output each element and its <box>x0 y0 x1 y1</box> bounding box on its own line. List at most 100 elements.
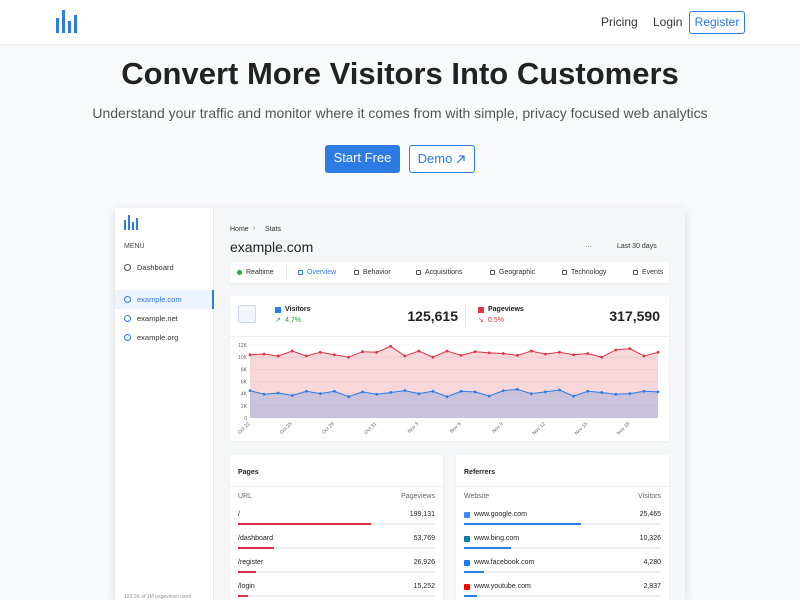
row-value: 4,280 <box>643 559 661 566</box>
row-value: 25,465 <box>639 511 661 518</box>
sidebar-item[interactable]: Dashboard <box>137 263 174 272</box>
point <box>431 389 435 393</box>
sidebar: MENU 128.3K of 1M pageviews used Dashboa… <box>115 208 214 600</box>
nav-link[interactable]: Login <box>653 15 683 29</box>
point <box>473 350 477 354</box>
point <box>586 389 590 393</box>
app-preview: MENU 128.3K of 1M pageviews used Dashboa… <box>115 208 685 600</box>
point <box>375 350 379 354</box>
point <box>628 347 632 351</box>
card-title: Pages <box>238 469 259 476</box>
tab-icon <box>298 270 303 275</box>
tab-bar: Realtime Overview Behavior Acquisitions Geog… <box>230 262 669 283</box>
row-label[interactable]: www.facebook.com <box>474 559 535 566</box>
point <box>276 391 280 395</box>
point <box>276 354 280 358</box>
row-label[interactable]: www.bing.com <box>474 535 520 542</box>
x-tick-label: Nov 12 <box>531 421 547 437</box>
stat-change: 4.7% <box>285 317 301 324</box>
point <box>572 353 575 357</box>
point <box>501 352 505 355</box>
logo[interactable] <box>55 10 81 34</box>
divider <box>286 265 287 280</box>
column-header: Website <box>464 493 490 500</box>
sidebar-item[interactable]: example.net <box>137 314 178 323</box>
tab-icon <box>354 270 359 275</box>
menu-label: MENU <box>124 243 145 250</box>
point <box>487 351 491 355</box>
point <box>389 344 393 348</box>
sidebar-icon <box>124 334 131 341</box>
column-header: Pageviews <box>401 493 435 500</box>
breadcrumb[interactable]: Home <box>230 226 249 233</box>
divider <box>465 304 466 328</box>
bar-track <box>464 547 661 549</box>
bar <box>238 571 256 573</box>
point <box>459 353 463 357</box>
stats-card: 0 2K 4K 6K 8K 10K 12K Oct 22 Oct 25 Oct 28 Oct 31 N… <box>230 296 669 441</box>
point <box>642 389 646 393</box>
row-label[interactable]: / <box>238 511 240 518</box>
point <box>248 353 252 357</box>
point <box>347 395 350 399</box>
bar <box>464 571 484 573</box>
date-range[interactable]: Last 30 days <box>617 243 657 250</box>
bar-track <box>464 571 661 573</box>
point <box>529 392 533 396</box>
y-tick-label: 6K <box>241 380 248 386</box>
y-tick-label: 8K <box>241 367 248 373</box>
start-button[interactable]: Start Free <box>325 145 400 173</box>
tab[interactable]: Behavior <box>363 269 391 276</box>
row-value: 15,252 <box>413 583 435 590</box>
tab[interactable]: Overview <box>307 269 337 276</box>
point <box>290 394 294 397</box>
legend-swatch <box>275 307 281 313</box>
nav-link[interactable]: Pricing <box>601 15 638 29</box>
bar <box>238 523 371 525</box>
register-button[interactable]: Register <box>689 11 745 34</box>
tab[interactable]: Acquisitions <box>425 269 463 276</box>
y-tick-label: 0 <box>244 416 247 422</box>
row-label[interactable]: /dashboard <box>238 535 274 542</box>
more-menu[interactable]: ⋯ <box>585 244 592 251</box>
point <box>361 390 364 394</box>
row-label[interactable]: www.youtube.com <box>474 583 531 590</box>
bar <box>238 595 249 597</box>
point <box>445 349 449 353</box>
tab-icon <box>237 270 242 275</box>
row-label[interactable]: /register <box>238 559 264 566</box>
row-value: 26,926 <box>413 559 435 566</box>
x-tick-label: Oct 25 <box>279 421 294 436</box>
tab[interactable]: Technology <box>571 269 607 276</box>
point <box>487 394 491 398</box>
column-header: Visitors <box>638 493 661 500</box>
tab[interactable]: Realtime <box>246 269 274 276</box>
bar <box>464 523 581 525</box>
x-tick-label: Nov 6 <box>449 421 463 435</box>
demo-button[interactable]: Demo <box>409 145 475 173</box>
point <box>515 388 519 391</box>
row-value: 10,326 <box>639 535 661 542</box>
point <box>417 349 421 353</box>
tab-icon <box>633 270 638 275</box>
tab[interactable]: Geographic <box>499 269 536 276</box>
row-label[interactable]: /login <box>238 583 255 590</box>
tab[interactable]: Events <box>642 269 664 276</box>
point <box>515 353 519 357</box>
stat-total: 317,590 <box>609 308 660 324</box>
usage: 128.3K of 1M pageviews used <box>124 594 191 600</box>
tab-icon <box>490 270 495 275</box>
sidebar-icon <box>124 264 131 271</box>
y-tick-label: 2K <box>241 404 248 410</box>
sidebar-item[interactable]: example.org <box>137 333 179 342</box>
series-line <box>249 388 659 398</box>
bar <box>238 547 274 549</box>
bar-track <box>238 571 435 573</box>
site-name: example.com <box>230 239 314 255</box>
point <box>600 355 604 359</box>
column-header: URL <box>238 493 253 500</box>
divider <box>456 486 669 487</box>
sidebar-item[interactable]: example.com <box>115 290 214 309</box>
point <box>572 394 575 398</box>
row-label[interactable]: www.google.com <box>474 511 527 518</box>
